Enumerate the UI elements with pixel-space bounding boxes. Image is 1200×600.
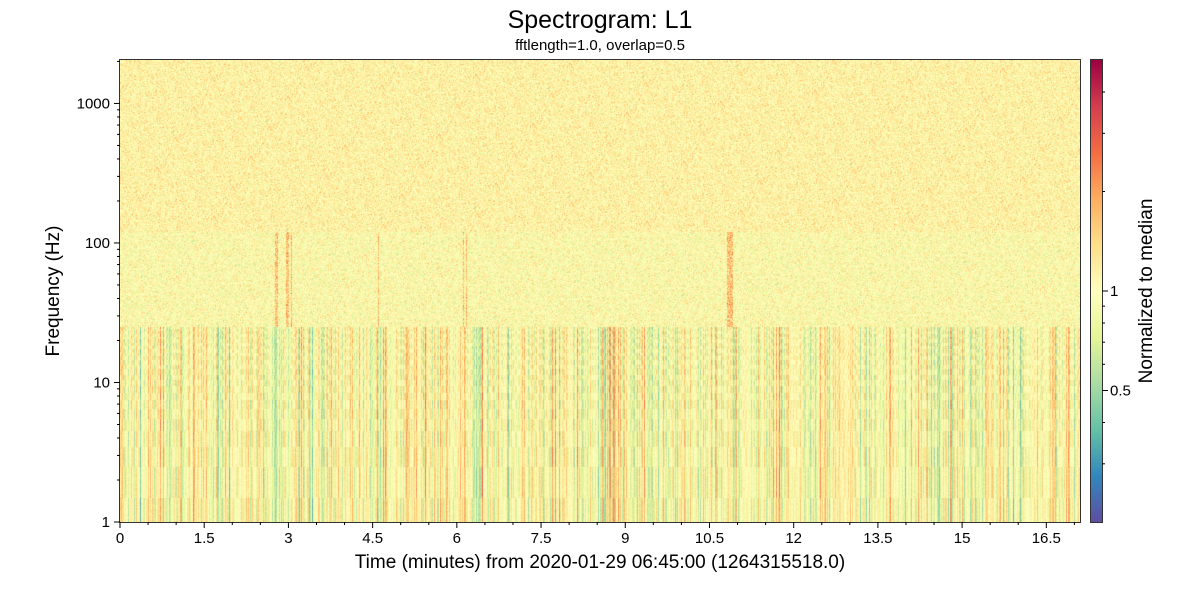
- x-tick-label: 6: [453, 530, 461, 547]
- colorbar-label: Normalized to median: [1136, 198, 1157, 384]
- x-tick-label: 3: [284, 530, 292, 547]
- x-axis-label: Time (minutes) from 2020-01-29 06:45:00 …: [354, 552, 846, 573]
- x-tick-label: 16.5: [1032, 530, 1061, 547]
- chart-subtitle: fftlength=1.0, overlap=0.5: [515, 37, 685, 54]
- colorbar: [1090, 59, 1103, 523]
- x-tick-label: 13.5: [863, 530, 892, 547]
- x-tick-label: 12: [785, 530, 802, 547]
- y-tick-label: 1000: [77, 95, 110, 112]
- chart-title: Spectrogram: L1: [507, 6, 693, 34]
- y-axis-ticks: 1 10 100 1000: [77, 60, 120, 531]
- colorbar-gradient: [1091, 60, 1102, 522]
- x-tick-label: 10.5: [695, 530, 724, 547]
- x-tick-label: 4.5: [362, 530, 383, 547]
- y-tick-label: 1: [102, 514, 110, 531]
- spectrogram-plot[interactable]: [119, 59, 1081, 523]
- x-tick-label: 0: [116, 530, 124, 547]
- x-tick-label: 1.5: [194, 530, 215, 547]
- y-tick-label: 10: [93, 374, 110, 391]
- x-tick-label: 15: [954, 530, 971, 547]
- colorbar-tick-label: 1: [1110, 283, 1118, 300]
- y-axis-label: Frequency (Hz): [43, 225, 64, 357]
- x-tick-label: 7.5: [531, 530, 552, 547]
- y-tick-label: 100: [85, 235, 110, 252]
- colorbar-ticks: 0.51: [1102, 91, 1131, 465]
- colorbar-tick-label: 0.5: [1110, 382, 1131, 399]
- x-tick-label: 9: [621, 530, 629, 547]
- spectrogram-heatmap: [120, 60, 1080, 522]
